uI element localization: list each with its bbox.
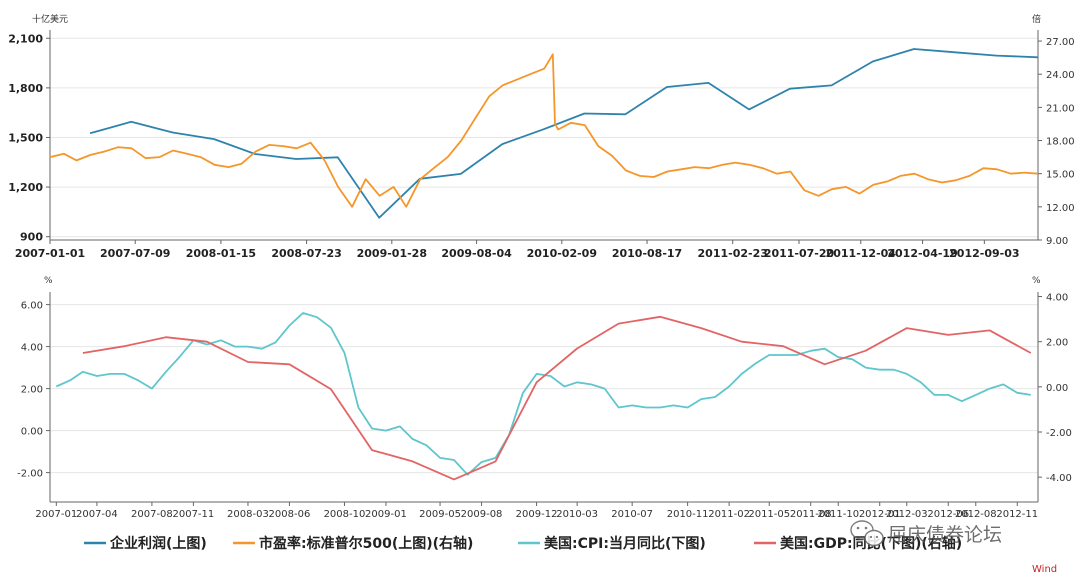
x-tick-label-10: 2009-12 [516, 509, 558, 520]
x-tick-label-0: 2007-01-01 [15, 247, 85, 260]
x-tick-label-1: 2007-07-09 [100, 247, 170, 260]
x-tick-label-2: 2008-01-15 [186, 247, 256, 260]
bottom-left-unit: % [44, 276, 53, 286]
bottom-gridlines [50, 304, 1038, 474]
legend-label-cpi: 美国:CPI:当月同比(下图) [544, 535, 706, 552]
y-right-tick-label-4: 4.00 [1046, 293, 1068, 304]
x-tick-label-9: 2011-07-20 [764, 247, 835, 260]
top-gridlines [50, 37, 1038, 238]
x-tick-label-5: 2008-06 [269, 509, 311, 520]
watermark: 屈庆债券论坛 [850, 520, 1002, 547]
x-tick-label-20: 2012-06 [927, 509, 969, 520]
y-left-tick-label-3: 4.00 [21, 343, 43, 354]
x-tick-label-16: 2011-08 [790, 509, 832, 520]
top-left-unit: 十亿美元 [32, 13, 68, 25]
x-tick-label-9: 2009-08 [461, 509, 503, 520]
series-line-2 [55, 312, 1031, 476]
legend: 企业利润(上图) 市盈率:标准普尔500(上图)(右轴) 美国:CPI:当月同比… [84, 535, 962, 552]
x-tick-label-4: 2008-03 [227, 509, 269, 520]
x-tick-label-8: 2009-05 [419, 509, 461, 520]
bottom-left-y-ticks: -2.00 0.00 2.00 4.00 6.00 [17, 301, 43, 480]
y-right-tick-label-0: 9.00 [1046, 236, 1068, 247]
x-tick-label-0: 2007-01 [35, 509, 77, 520]
legend-label-pe: 市盈率:标准普尔500(上图)(右轴) [259, 535, 473, 552]
top-x-ticks: 2007-01-01 2007-07-09 2008-01-15 2008-07-23… [15, 247, 1020, 260]
x-tick-label-4: 2009-01-28 [357, 247, 427, 260]
x-tick-label-6: 2008-10 [324, 509, 366, 520]
x-tick-label-19: 2012-03 [886, 509, 928, 520]
bottom-right-unit: % [1032, 276, 1041, 286]
legend-label-profit: 企业利润(上图) [109, 535, 207, 552]
top-series [49, 48, 1039, 219]
bottom-series [55, 312, 1032, 481]
bottom-right-y-ticks: -4.00 -2.00 0.00 2.00 4.00 [1046, 293, 1072, 485]
x-tick-label-17: 2011-10 [817, 509, 859, 520]
x-tick-label-7: 2010-08-17 [612, 247, 682, 260]
top-left-y-ticks: 900 1,200 1,500 1,800 2,100 [8, 32, 43, 243]
y-left-tick-label-1: 0.00 [21, 427, 43, 438]
top-panel: 十亿美元 倍 900 1,200 1,500 1,800 2,100 9.00 12.00… [8, 13, 1074, 260]
y-left-tick-label-2: 2.00 [21, 385, 43, 396]
y-right-tick-label-4: 21.00 [1046, 103, 1075, 114]
y-left-tick-label-4: 2,100 [8, 32, 43, 45]
x-tick-label-11: 2012-04-19 [887, 247, 957, 260]
x-tick-label-12: 2010-07 [611, 509, 653, 520]
bottom-axes [46, 292, 1042, 506]
series-line-1 [49, 53, 1039, 208]
y-right-tick-label-5: 24.00 [1046, 70, 1075, 81]
y-right-tick-label-1: 12.00 [1046, 203, 1075, 214]
x-tick-label-21: 2012-08 [955, 509, 997, 520]
y-left-tick-label-0: 900 [20, 231, 43, 244]
y-left-tick-label-3: 1,800 [8, 82, 43, 95]
y-left-tick-label-2: 1,500 [8, 131, 43, 144]
x-tick-label-13: 2010-11 [667, 509, 709, 520]
x-tick-label-22: 2012-11 [996, 509, 1038, 520]
x-tick-label-18: 2012-01 [859, 509, 901, 520]
y-left-tick-label-0: -2.00 [17, 469, 43, 480]
series-line-0 [89, 48, 1039, 219]
x-tick-label-10: 2011-12-04 [826, 247, 897, 260]
y-right-tick-label-6: 27.00 [1046, 37, 1075, 48]
top-right-unit: 倍 [1032, 13, 1041, 25]
x-tick-label-11: 2010-03 [556, 509, 598, 520]
series-line-3 [82, 315, 1032, 481]
y-right-tick-label-3: 18.00 [1046, 137, 1075, 148]
bottom-panel: % % -2.00 0.00 2.00 4.00 6.00 -4.00 -2.00 0.00… [17, 276, 1072, 520]
x-tick-label-8: 2011-02-23 [698, 247, 768, 260]
y-right-tick-label-3: 2.00 [1046, 338, 1068, 349]
x-tick-label-7: 2009-01 [365, 509, 407, 520]
x-tick-label-3: 2007-11 [172, 509, 214, 520]
x-tick-label-5: 2009-08-04 [441, 247, 512, 260]
wechat-icon [850, 520, 884, 547]
y-left-tick-label-1: 1,200 [8, 181, 43, 194]
y-right-tick-label-1: -2.00 [1046, 428, 1072, 439]
x-tick-label-14: 2011-02 [708, 509, 750, 520]
source-label: Wind [1032, 564, 1057, 575]
x-tick-label-6: 2010-02-09 [527, 247, 597, 260]
x-tick-label-1: 2007-04 [76, 509, 118, 520]
watermark-text: 屈庆债券论坛 [888, 524, 1002, 546]
x-tick-label-3: 2008-07-23 [271, 247, 341, 260]
top-right-y-ticks: 9.00 12.00 15.00 18.00 21.00 24.00 27.00 [1046, 37, 1075, 247]
top-axes [46, 30, 1042, 244]
y-right-tick-label-2: 0.00 [1046, 383, 1068, 394]
y-left-tick-label-4: 6.00 [21, 301, 43, 312]
x-tick-label-2: 2007-08 [131, 509, 173, 520]
x-tick-label-12: 2012-09-03 [949, 247, 1019, 260]
y-right-tick-label-0: -4.00 [1046, 473, 1072, 484]
x-tick-label-15: 2011-05 [748, 509, 790, 520]
y-right-tick-label-2: 15.00 [1046, 170, 1075, 181]
